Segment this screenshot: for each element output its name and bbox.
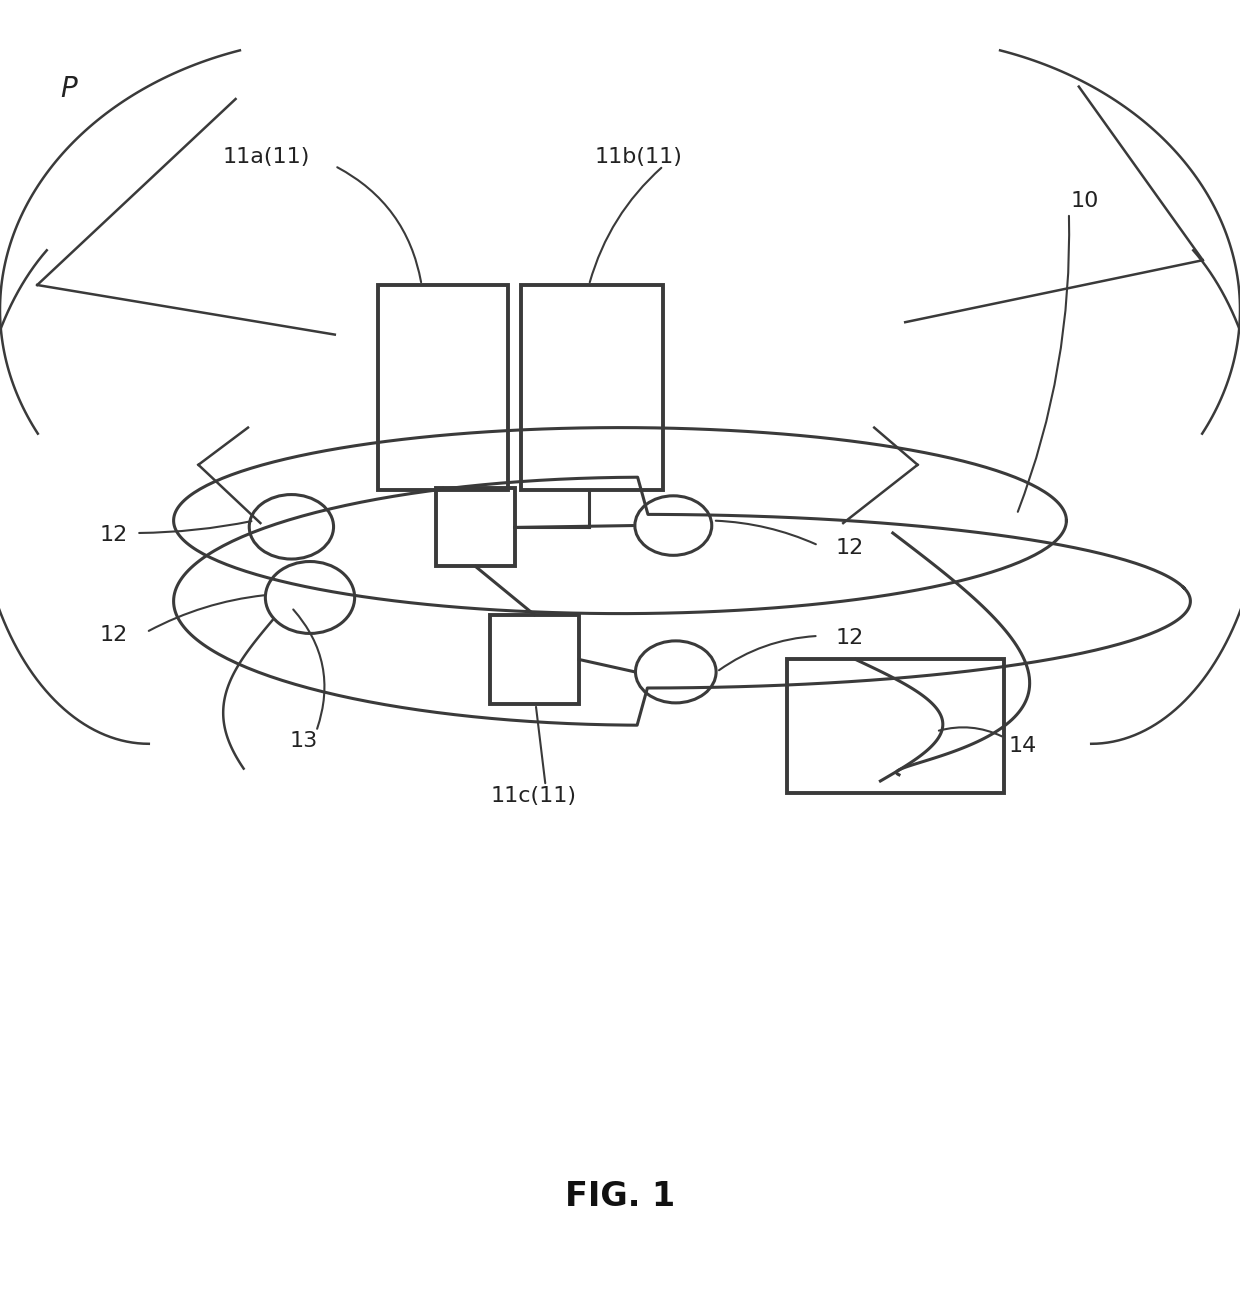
Text: P: P — [60, 75, 77, 102]
Text: 12: 12 — [836, 628, 863, 648]
Text: 11a(11): 11a(11) — [223, 147, 310, 167]
Text: 12: 12 — [836, 537, 863, 558]
Text: 10: 10 — [1071, 191, 1099, 210]
Text: FIG. 1: FIG. 1 — [565, 1180, 675, 1213]
Text: 11c(11): 11c(11) — [490, 786, 577, 805]
Text: 14: 14 — [1009, 736, 1037, 757]
Text: 13: 13 — [290, 732, 317, 752]
Text: 12: 12 — [100, 624, 128, 645]
Text: 12: 12 — [100, 526, 128, 545]
Text: 11b(11): 11b(11) — [595, 147, 682, 167]
